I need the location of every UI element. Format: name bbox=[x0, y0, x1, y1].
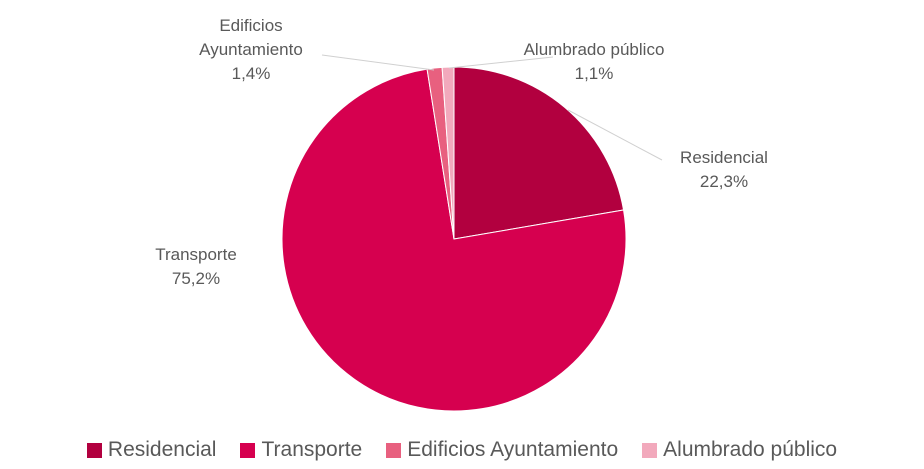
leader-line bbox=[321, 54, 435, 71]
data-label-value: 75,2% bbox=[171, 269, 221, 288]
legend-label: Transporte bbox=[261, 438, 363, 461]
leader-line bbox=[448, 56, 554, 69]
data-label-name: Edificios Ayuntamiento bbox=[199, 16, 303, 59]
legend-label: Edificios Ayuntamiento bbox=[407, 438, 619, 461]
legend-swatch bbox=[642, 442, 658, 458]
data-label-name: Residencial bbox=[680, 148, 768, 167]
data-label: Transporte 75,2% bbox=[126, 243, 266, 291]
legend-item: Alumbrado público bbox=[642, 438, 837, 462]
data-label-name: Alumbrado público bbox=[523, 40, 665, 59]
pie-slice bbox=[281, 68, 627, 412]
legend-swatch bbox=[386, 442, 402, 458]
legend: Residencial Transporte Edificios Ayuntamie… bbox=[0, 438, 924, 462]
data-label-value: 1,4% bbox=[231, 64, 271, 83]
legend-label: Residencial bbox=[107, 438, 217, 461]
data-label: Edificios Ayuntamiento 1,4% bbox=[191, 14, 311, 86]
legend-swatch bbox=[86, 442, 102, 458]
leader-line bbox=[567, 109, 663, 161]
data-label-value: 1,1% bbox=[574, 64, 614, 83]
legend-label: Alumbrado público bbox=[663, 438, 838, 461]
data-label: Residencial 22,3% bbox=[654, 146, 794, 194]
data-label-name: Transporte bbox=[155, 245, 237, 264]
pie-slice bbox=[453, 66, 625, 240]
legend-item: Edificios Ayuntamiento bbox=[386, 438, 618, 462]
legend-item: Residencial bbox=[86, 438, 217, 462]
data-label: Alumbrado público 1,1% bbox=[494, 38, 694, 86]
data-label-value: 22,3% bbox=[699, 172, 749, 191]
legend-swatch bbox=[240, 442, 256, 458]
legend-item: Transporte bbox=[240, 438, 362, 462]
